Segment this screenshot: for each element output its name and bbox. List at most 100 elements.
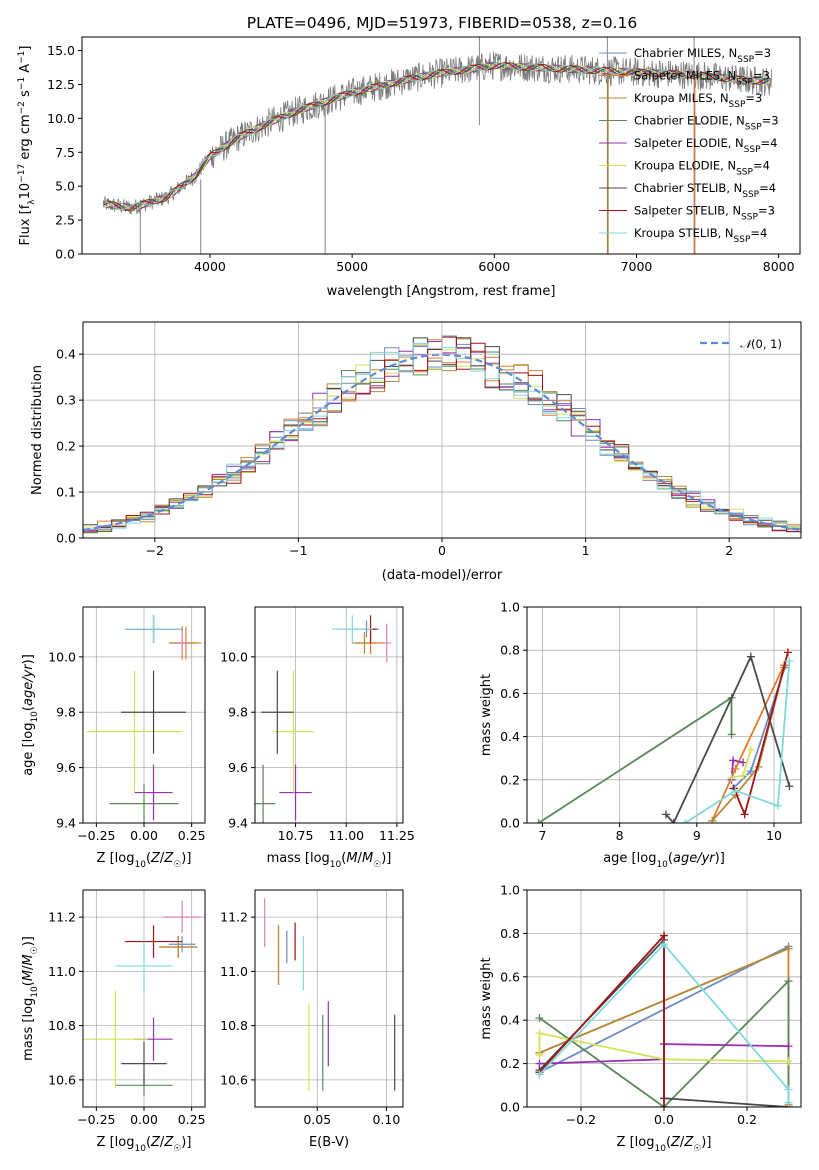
y-tick-label: 10.6 (220, 1072, 248, 1087)
x-tick-label: 11.00 (328, 828, 364, 843)
x-tick-label: −2 (146, 543, 164, 558)
y-tick-label: 0.6 (500, 686, 520, 701)
x-tick-label: −0.2 (566, 1112, 596, 1127)
plot-area (535, 931, 793, 1107)
axes-frame (526, 889, 802, 1108)
x-tick-label: 8000 (763, 259, 795, 274)
model-line-chabrier-elodie (103, 61, 771, 210)
y-tick-label: 0.2 (500, 772, 520, 787)
x-axis-label: Z [log10(Z/Z☉)] (97, 851, 192, 870)
series-line (711, 664, 785, 822)
series-kroupa-elodie (727, 745, 755, 782)
y-tick-label: 0.3 (56, 393, 76, 408)
series-marker (729, 756, 738, 765)
series-marker (784, 1098, 793, 1107)
age-vs-Z-axes: −0.25 0.00 0.25 9.4 9.6 9.8 10.0 age [log10(age… (21, 606, 206, 870)
x-tick-label: 6000 (478, 259, 510, 274)
figure-title: PLATE=0496, MJD=51973, FIBERID=0538, z=0… (247, 14, 637, 32)
spectrum-axes: 4000 5000 6000 7000 8000 0.0 2.5 5.0 7.5 10.0 12.5… (17, 36, 801, 299)
y-tick-label: 7.5 (55, 145, 75, 160)
errorbar-chabrier-miles (168, 936, 196, 953)
legend-entry-kroupa-stelib: Kroupa STELIB, NSSP=4 (634, 226, 767, 245)
y-tick-label: 9.8 (228, 705, 248, 720)
x-axis-label: E(B-V) (309, 1135, 349, 1150)
y-axis-label: mass weight (479, 957, 494, 1039)
y-tick-label: 10.0 (47, 111, 75, 126)
x-tick-label: 8 (616, 828, 624, 843)
x-tick-label: −0.25 (77, 1112, 115, 1127)
y-tick-label: 1.0 (500, 600, 520, 615)
plot-area (83, 900, 202, 1097)
axes-frame (254, 889, 404, 1108)
plot-area (102, 37, 772, 254)
errorbar-kroupa-miles (352, 631, 377, 655)
errorbar-kroupa-elodie (273, 670, 314, 793)
x-axis-label: mass [log10(M/M☉)] (267, 851, 392, 870)
axes-frame (82, 321, 802, 539)
x-tick-label: 0.2 (737, 1112, 757, 1127)
y-tick-label: 0.4 (500, 1013, 520, 1028)
y-tick-label: 0.0 (56, 531, 76, 546)
legend-entry-salpeter-elodie: Salpeter ELODIE, NSSP=4 (634, 136, 777, 155)
series-marker (727, 730, 736, 739)
y-tick-label: 9.4 (56, 816, 76, 831)
y-tick-label: 0.0 (500, 1100, 520, 1115)
errorbar-kroupa-stelib (124, 615, 183, 643)
y-tick-label: 0.8 (500, 643, 520, 658)
series-marker (784, 1085, 793, 1094)
y-tick-label: 0.4 (56, 347, 76, 362)
errorbar-chabrier-stelib (121, 670, 186, 754)
y-axis-label: Normed distribution (30, 365, 45, 495)
legend-entry-kroupa-elodie: Kroupa ELODIE, NSSP=4 (634, 159, 770, 178)
plot-area (264, 898, 396, 1091)
errorbar-salpeter-elodie (279, 764, 312, 821)
x-tick-label: 11.25 (379, 828, 415, 843)
plot-area (86, 615, 202, 823)
x-tick-label: 7 (538, 828, 546, 843)
mass-vs-Z-axes: −0.25 0.00 0.25 10.6 10.8 11.0 11.2 mass [log10… (21, 889, 206, 1154)
series-marker (535, 1050, 544, 1059)
series-chabrier-elodie (534, 693, 736, 823)
series-marker (773, 801, 782, 810)
y-tick-label: 0.2 (56, 439, 76, 454)
series-marker (746, 652, 755, 661)
y-tick-label: 9.6 (56, 760, 76, 775)
x-tick-label: 4000 (194, 259, 226, 274)
y-axis-label: Flux [fλ10−17 erg cm−2 s−1 A−1] (17, 46, 37, 246)
legend-entry-normal: 𝒩(0, 1) (740, 337, 782, 351)
x-tick-label: 0.10 (372, 1112, 400, 1127)
axes-frame (82, 606, 206, 824)
legend-entry-chabrier-stelib: Chabrier STELIB, NSSP=4 (634, 181, 776, 200)
y-tick-label: 10.6 (48, 1072, 76, 1087)
errorbar-chabrier-elodie (109, 784, 179, 823)
series-marker (660, 1103, 668, 1107)
series-marker (669, 819, 678, 823)
series-marker (660, 931, 668, 940)
series-line (538, 1032, 789, 1063)
age-vs-mass-axes: 10.75 11.00 11.25 9.4 9.6 9.8 10.0 mass [log10(… (220, 606, 415, 870)
series-marker (660, 940, 668, 949)
errorbar-salpeter-elodie (134, 764, 173, 821)
errorbar-kroupa-elodie (86, 670, 183, 793)
series-kroupa-elodie (535, 1029, 793, 1066)
series-marker (534, 819, 543, 823)
series-marker (708, 816, 717, 823)
series-kroupa-stelib (535, 940, 793, 1107)
series-marker (740, 810, 749, 819)
x-axis-label: wavelength [Angstrom, rest frame] (327, 284, 556, 299)
series-marker (784, 944, 793, 953)
mass-vs-ebv-axes: 0.05 0.10 10.6 10.8 11.0 11.2 E(B-V) (220, 889, 404, 1150)
y-tick-label: 0.1 (56, 485, 76, 500)
y-tick-label: 9.4 (228, 816, 248, 831)
y-tick-label: 0.0 (55, 247, 75, 262)
series-marker (784, 1042, 793, 1051)
y-tick-label: 0.4 (500, 729, 520, 744)
residuals-axes: −2 −1 0 1 2 0.0 0.1 0.2 0.3 0.4 (data-model)/error… (30, 321, 802, 583)
x-tick-label: 0.0 (654, 1112, 674, 1127)
series-kroupa-stelib (681, 657, 794, 823)
y-axis-label: mass weight (479, 674, 494, 756)
series-marker (727, 773, 736, 782)
y-tick-label: 11.2 (220, 910, 248, 925)
series-salpeter-stelib (729, 648, 792, 819)
